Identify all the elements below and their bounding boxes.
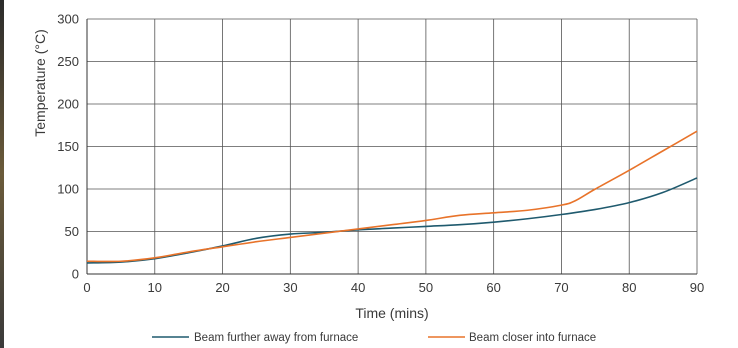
series-line-2 xyxy=(86,130,698,263)
x-tick-label: 10 xyxy=(148,280,162,295)
legend-label-1: Beam further away from furnace xyxy=(194,332,358,344)
x-tick-label: 20 xyxy=(215,280,229,295)
y-tick-label: 300 xyxy=(57,12,79,27)
x-tick-label: 90 xyxy=(690,280,704,295)
y-tick-label: 150 xyxy=(57,139,79,154)
y-tick-label: 0 xyxy=(72,267,79,282)
x-tick-label: 60 xyxy=(486,280,500,295)
legend-label-2: Beam closer into furnace xyxy=(469,332,596,344)
chart-grid xyxy=(86,18,698,275)
chart-axes xyxy=(86,19,697,275)
x-tick-label: 50 xyxy=(419,280,433,295)
series-line-1 xyxy=(86,177,698,264)
y-tick-label: 50 xyxy=(65,224,79,239)
left-edge-strip xyxy=(0,0,4,348)
y-axis-label: Temperature (°C) xyxy=(32,29,48,137)
chart-series xyxy=(86,130,698,264)
x-axis-label: Time (mins) xyxy=(355,305,428,321)
x-tick-label: 30 xyxy=(283,280,297,295)
chart-legend: Beam further away from furnace Beam close… xyxy=(152,332,596,344)
tick-labels: 0 10 20 30 40 50 60 70 80 90 0 50 100 150 200 250 300 xyxy=(57,12,704,296)
y-tick-label: 250 xyxy=(57,54,79,69)
x-tick-label: 80 xyxy=(622,280,636,295)
x-tick-label: 70 xyxy=(554,280,568,295)
x-tick-label: 0 xyxy=(83,280,90,295)
y-tick-label: 100 xyxy=(57,182,79,197)
y-tick-label: 200 xyxy=(57,97,79,112)
x-tick-label: 40 xyxy=(351,280,365,295)
